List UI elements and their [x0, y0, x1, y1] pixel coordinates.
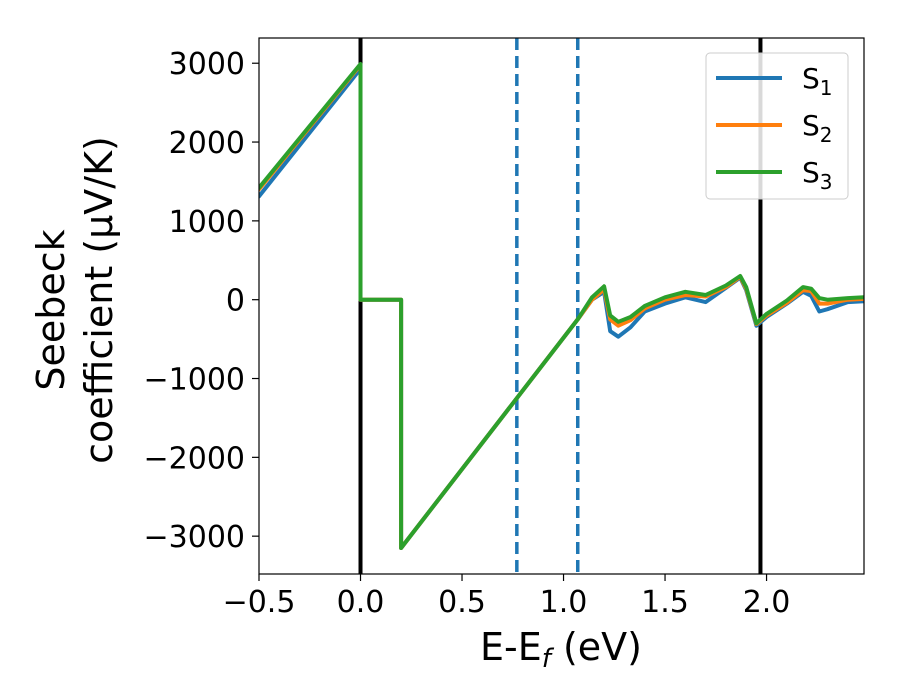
- x-tick-label: 0.5: [438, 585, 486, 620]
- y-tick-label: −2000: [144, 441, 245, 476]
- y-tick-label: −1000: [144, 363, 245, 398]
- x-tick-label: −0.5: [223, 585, 296, 620]
- legend-label-3: S3: [802, 156, 833, 194]
- y-tick-label: 0: [226, 284, 245, 319]
- y-tick-label: 3000: [169, 47, 245, 82]
- y-axis-label-line1: Seebeck: [29, 229, 73, 390]
- y-tick-label: 1000: [169, 205, 245, 240]
- plot-frame: [258, 37, 865, 575]
- x-axis: −0.5 0.0 0.5 1.0 1.5 2.0: [223, 574, 791, 620]
- legend: S1 S2 S3: [705, 52, 849, 200]
- y-tick-label: −3000: [144, 520, 245, 555]
- x-tick-label: 1.5: [641, 585, 689, 620]
- series-line-3: [259, 62, 864, 550]
- reference-lines: [358, 38, 763, 574]
- y-axis-label-line2: coefficient (μV/K): [77, 136, 121, 464]
- x-axis-label: E-Ef (eV): [480, 625, 642, 674]
- y-axis: 3000 2000 1000 0 −1000 −2000 −3000: [144, 47, 259, 555]
- x-tick-label: 1.0: [540, 585, 588, 620]
- x-tick-label: 0.0: [337, 585, 385, 620]
- series-lines: [259, 62, 864, 550]
- legend-label-1: S1: [802, 62, 833, 100]
- y-tick-label: 2000: [169, 126, 245, 161]
- x-tick-label: 2.0: [743, 585, 791, 620]
- legend-label-2: S2: [802, 109, 833, 147]
